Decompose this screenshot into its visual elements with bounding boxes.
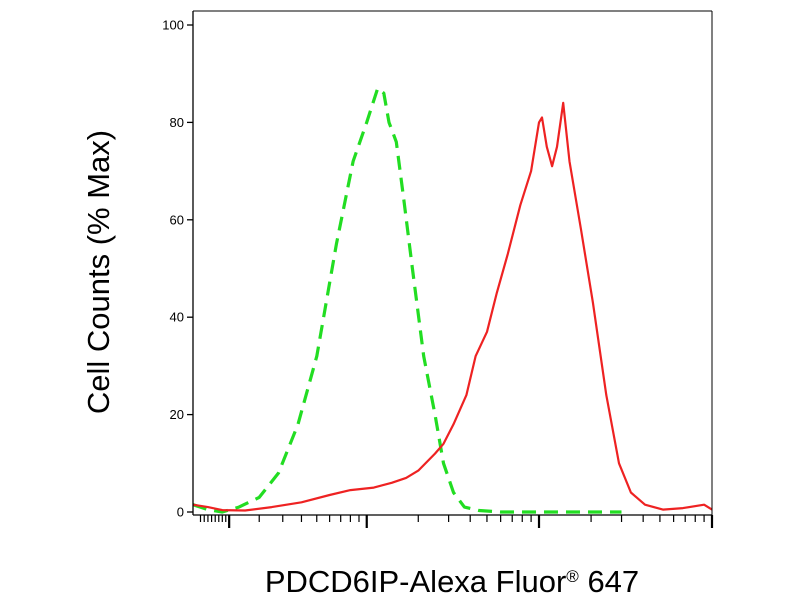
x-axis-title: PDCD6IP-Alexa Fluor® 647 <box>265 564 639 599</box>
x-axis-title-registered: ® <box>566 567 579 586</box>
y-tick-label-80: 80 <box>170 115 184 130</box>
x-axis-title-main: PDCD6IP-Alexa Fluor <box>265 564 566 599</box>
y-tick-label-60: 60 <box>170 212 184 227</box>
series-layer <box>192 86 713 514</box>
histogram-solid-red-line <box>192 101 713 512</box>
y-tick-label-100: 100 <box>162 18 184 33</box>
axes-layer: 0 20 40 60 80 100 <box>162 10 714 528</box>
y-tick-label-20: 20 <box>170 407 184 422</box>
x-axis-title-suffix: 647 <box>579 564 639 599</box>
y-tick-label-40: 40 <box>170 310 184 325</box>
y-tick-label-0: 0 <box>177 505 184 520</box>
histogram-dashed-green-line <box>192 86 622 514</box>
y-axis-title: Cell Counts (% Max) <box>81 130 116 414</box>
